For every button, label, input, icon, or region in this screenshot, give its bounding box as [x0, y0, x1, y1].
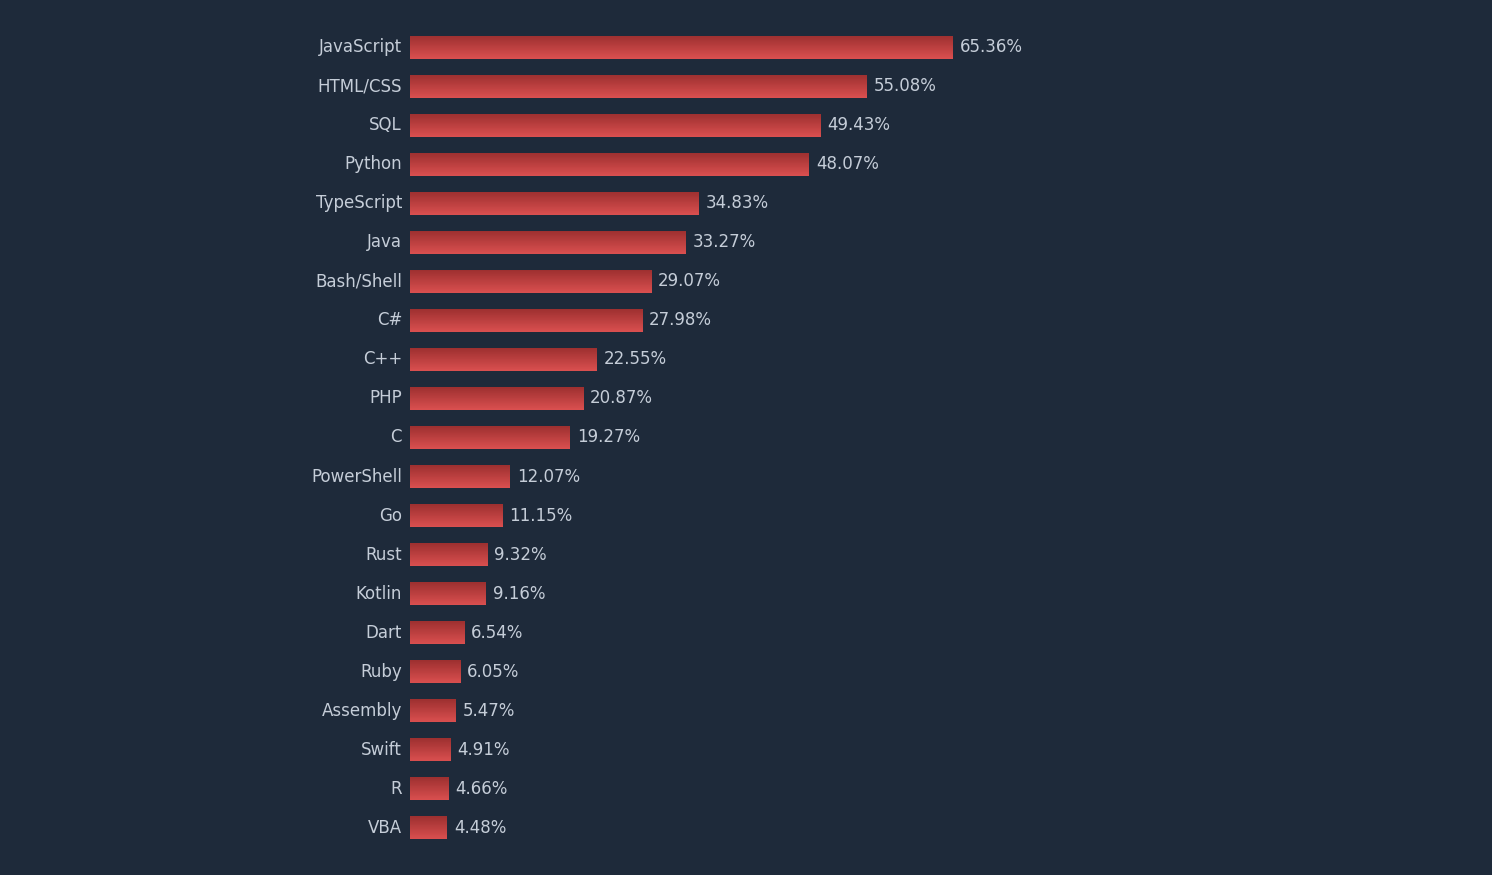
Text: PHP: PHP [369, 389, 401, 408]
Text: 55.08%: 55.08% [874, 77, 937, 95]
Text: Rust: Rust [366, 546, 401, 564]
Text: HTML/CSS: HTML/CSS [318, 77, 401, 95]
Text: 9.16%: 9.16% [492, 584, 546, 603]
Text: 6.54%: 6.54% [471, 624, 524, 641]
Text: 33.27%: 33.27% [694, 234, 756, 251]
Text: Ruby: Ruby [360, 662, 401, 681]
Text: 6.05%: 6.05% [467, 662, 519, 681]
Text: 5.47%: 5.47% [463, 702, 515, 719]
Text: SQL: SQL [369, 116, 401, 134]
Text: 19.27%: 19.27% [577, 429, 640, 446]
Text: 65.36%: 65.36% [959, 38, 1022, 56]
Text: 27.98%: 27.98% [649, 312, 712, 329]
Text: 29.07%: 29.07% [658, 272, 721, 290]
Text: 20.87%: 20.87% [591, 389, 653, 408]
Text: JavaScript: JavaScript [319, 38, 401, 56]
Text: Python: Python [345, 156, 401, 173]
Text: 34.83%: 34.83% [706, 194, 770, 213]
Text: Bash/Shell: Bash/Shell [315, 272, 401, 290]
Text: PowerShell: PowerShell [312, 467, 401, 486]
Text: VBA: VBA [369, 819, 401, 836]
Text: 4.91%: 4.91% [458, 741, 510, 759]
Text: TypeScript: TypeScript [316, 194, 401, 213]
Text: 4.66%: 4.66% [455, 780, 507, 798]
Text: 11.15%: 11.15% [509, 507, 573, 524]
Text: 48.07%: 48.07% [816, 156, 879, 173]
Text: Java: Java [367, 234, 401, 251]
Text: R: R [391, 780, 401, 798]
Text: C#: C# [376, 312, 401, 329]
Text: 9.32%: 9.32% [494, 546, 548, 564]
Text: Assembly: Assembly [322, 702, 401, 719]
Text: 4.48%: 4.48% [454, 819, 506, 836]
Text: Kotlin: Kotlin [355, 584, 401, 603]
Text: C: C [391, 429, 401, 446]
Text: 12.07%: 12.07% [518, 467, 580, 486]
Text: Go: Go [379, 507, 401, 524]
Text: 49.43%: 49.43% [827, 116, 891, 134]
Text: C++: C++ [363, 351, 401, 368]
Text: Dart: Dart [366, 624, 401, 641]
Text: Swift: Swift [361, 741, 401, 759]
Text: 22.55%: 22.55% [604, 351, 667, 368]
